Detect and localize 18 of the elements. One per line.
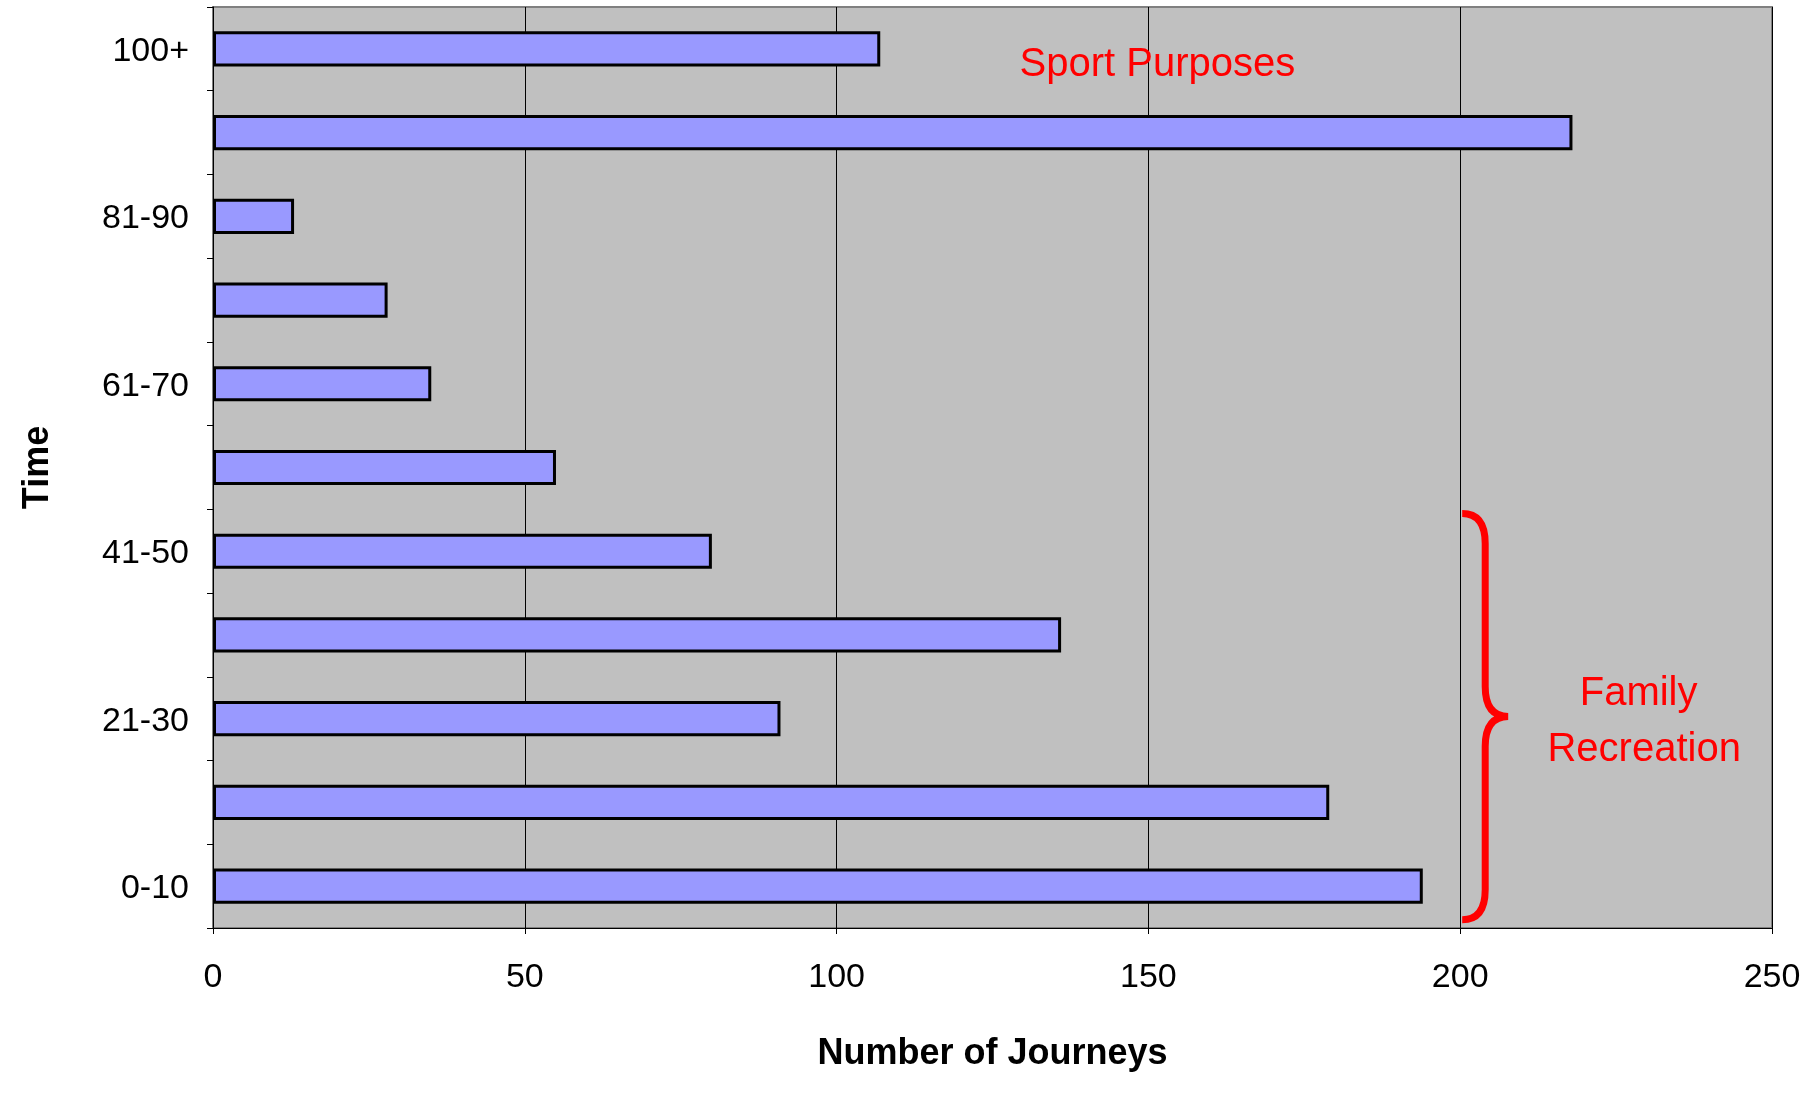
y-tick-label: 61-70 xyxy=(102,364,189,403)
x-tick-label: 250 xyxy=(1743,956,1801,994)
y-axis-title: Time xyxy=(14,425,56,510)
y-tick-label: 21-30 xyxy=(102,699,189,738)
x-tick-label: 100 xyxy=(808,956,865,994)
bar xyxy=(213,282,388,318)
x-axis-title: Number of Journeys xyxy=(817,1030,1168,1072)
bar xyxy=(213,198,295,234)
y-tick-label: 41-50 xyxy=(102,532,189,571)
y-tick-label: 0-10 xyxy=(120,867,189,906)
y-tick-label: 100+ xyxy=(112,29,189,68)
x-tick-label: 150 xyxy=(1120,956,1177,994)
x-tick-label: 0 xyxy=(203,956,223,994)
annotation: Family Recreation xyxy=(1547,668,1741,769)
x-tick-label: 200 xyxy=(1431,956,1489,994)
x-tick-label: 50 xyxy=(505,956,544,994)
y-tick-label: 81-90 xyxy=(102,197,189,236)
bar xyxy=(213,366,432,402)
